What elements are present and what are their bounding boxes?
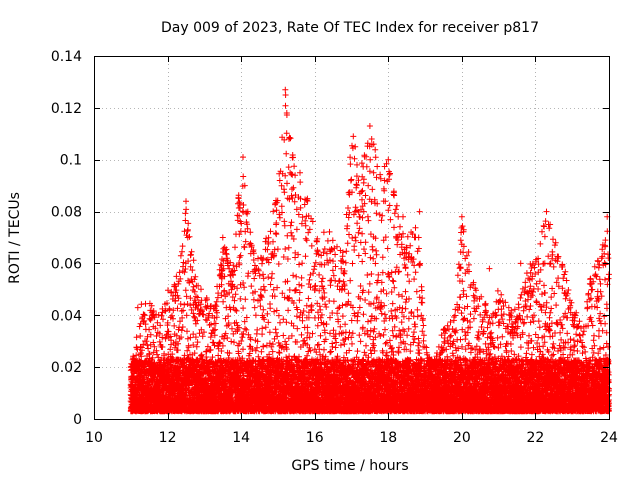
- y-tick-label: 0.08: [51, 205, 82, 221]
- chart-title: Day 009 of 2023, Rate Of TEC Index for r…: [161, 20, 539, 36]
- x-tick-label: 22: [527, 430, 545, 446]
- y-tick-label: 0: [73, 412, 82, 428]
- x-tick-label: 24: [600, 430, 618, 446]
- y-tick-label: 0.02: [51, 360, 82, 376]
- x-tick-label: 18: [379, 430, 397, 446]
- x-axis-label: GPS time / hours: [291, 458, 408, 474]
- x-axis-tick-labels: 10 12 14 16 18 20 22 24: [85, 430, 618, 446]
- y-tick-label: 0.12: [51, 101, 82, 117]
- y-tick-label: 0.04: [51, 308, 82, 324]
- y-axis-tick-labels: 0 0.02 0.04 0.06 0.08 0.1 0.12 0.14: [51, 49, 82, 428]
- scatter-points: [127, 86, 612, 415]
- y-tick-label: 0.14: [51, 49, 82, 65]
- plot-area-border: [94, 56, 610, 420]
- x-tick-label: 16: [306, 430, 324, 446]
- y-axis-label: ROTI / TECUs: [7, 192, 23, 284]
- x-tick-label: 20: [453, 430, 471, 446]
- x-tick-label: 10: [85, 430, 103, 446]
- grid: [94, 56, 609, 419]
- x-tick-label: 12: [159, 430, 177, 446]
- x-tick-label: 14: [232, 430, 250, 446]
- data-points: [127, 86, 612, 415]
- y-tick-label: 0.1: [60, 153, 82, 169]
- y-tick-label: 0.06: [51, 256, 82, 272]
- axis-ticks: [94, 56, 610, 420]
